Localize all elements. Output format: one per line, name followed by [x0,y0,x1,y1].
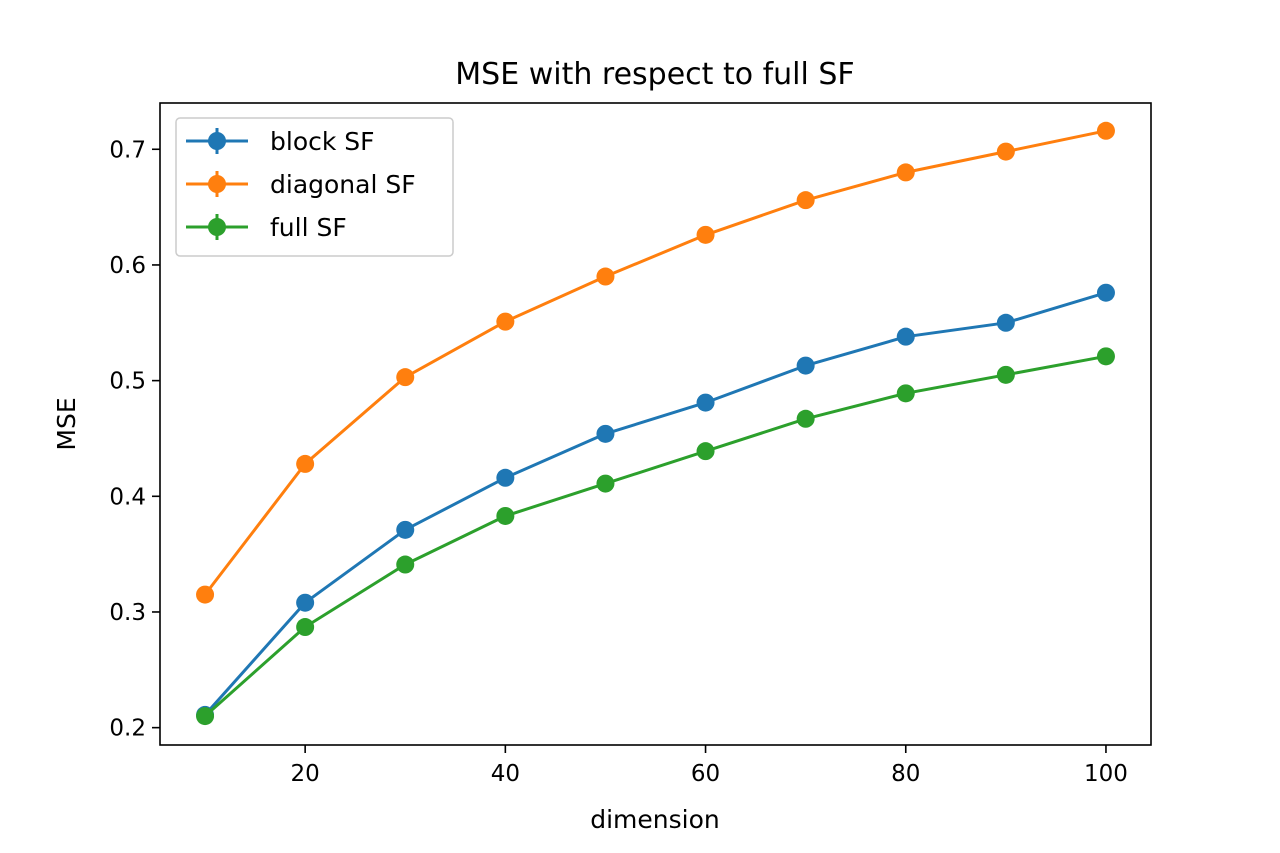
legend-item-full-sf: full SF [186,213,347,242]
data-point-block-sf [796,356,815,375]
series-line-block-sf [203,291,1107,716]
data-point-full-sf [196,707,215,726]
x-tick-label: 80 [891,761,920,787]
legend: block SF diagonal SF full SF [175,117,454,257]
legend-label: block SF [270,127,375,156]
legend-label: diagonal SF [270,170,416,199]
y-tick-label: 0.2 [109,716,146,742]
data-point-full-sf [396,555,415,574]
data-point-block-sf [596,424,615,443]
data-point-block-sf [696,393,715,412]
legend-marker-swatch [208,218,226,236]
y-tick-label: 0.3 [109,600,146,626]
series-line-diagonal-sf [203,129,1107,596]
data-point-diagonal-sf [796,191,815,210]
data-point-full-sf [296,618,315,637]
data-point-block-sf [296,593,315,612]
x-tick-label: 40 [491,761,520,787]
data-point-diagonal-sf [296,454,315,473]
data-point-diagonal-sf [1096,121,1115,140]
y-tick-label: 0.7 [109,137,146,163]
data-point-block-sf [996,313,1015,332]
data-point-full-sf [796,409,815,428]
x-axis: 20 40 60 80 100 [291,745,1128,787]
series-line-full-sf [204,354,1107,718]
data-point-full-sf [496,506,515,525]
x-axis-label: dimension [590,805,720,834]
data-point-full-sf [996,365,1015,384]
data-point-block-sf [896,327,915,346]
x-tick-label: 100 [1084,761,1128,787]
data-point-full-sf [596,474,615,493]
data-point-diagonal-sf [696,225,715,244]
x-tick-label: 20 [291,761,320,787]
y-tick-label: 0.4 [109,484,146,510]
data-point-full-sf [1096,347,1115,366]
data-point-block-sf [1096,283,1115,302]
data-point-full-sf [696,442,715,461]
y-axis: 0.2 0.3 0.4 0.5 0.6 0.7 [109,137,160,742]
y-tick-label: 0.6 [109,253,146,279]
data-point-block-sf [396,520,415,539]
legend-marker-swatch [208,132,226,150]
legend-item-diagonal-sf: diagonal SF [186,170,416,199]
data-point-diagonal-sf [596,267,615,286]
y-tick-label: 0.5 [109,369,146,395]
legend-item-block-sf: block SF [186,127,375,156]
legend-frame [175,117,454,257]
x-tick-label: 60 [691,761,720,787]
y-axis-label: MSE [52,397,81,450]
data-point-block-sf [496,468,515,487]
data-point-full-sf [896,384,915,403]
series-diagonal-sf [196,121,1115,604]
series-full-sf [196,347,1115,726]
data-point-diagonal-sf [196,585,215,604]
legend-marker-swatch [208,175,226,193]
data-point-diagonal-sf [896,163,915,182]
legend-label: full SF [270,213,347,242]
chart-title: MSE with respect to full SF [455,57,854,92]
series-layer [196,121,1115,726]
data-point-diagonal-sf [996,142,1015,161]
data-point-diagonal-sf [496,312,515,331]
data-point-diagonal-sf [396,368,415,387]
plot-frame [159,102,1152,746]
